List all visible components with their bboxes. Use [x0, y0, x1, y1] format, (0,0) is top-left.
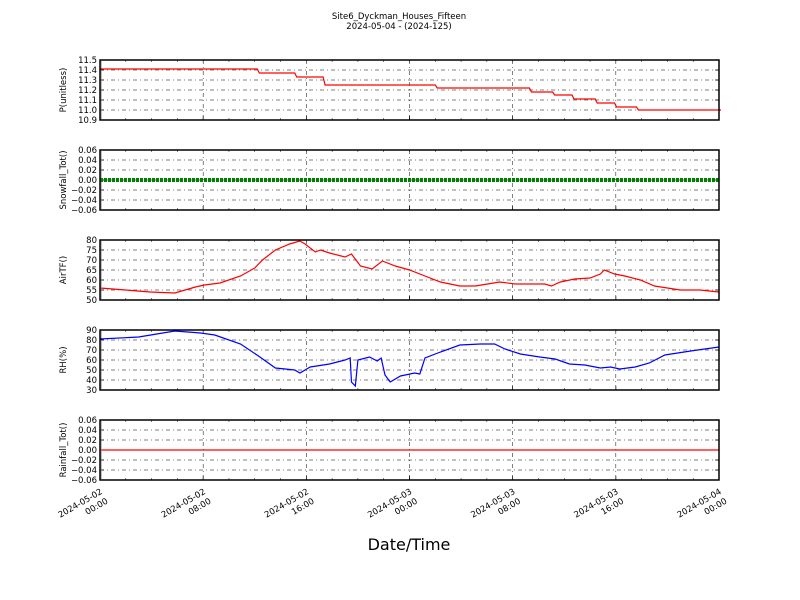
y-tick-label: 0.00 — [78, 446, 97, 456]
y-tick-label: 11.5 — [78, 56, 97, 66]
y-tick-label: 90 — [86, 326, 97, 336]
y-tick-label: 80 — [86, 236, 97, 246]
y-tick-label: 50 — [86, 296, 97, 306]
axes-frame — [99, 419, 720, 481]
y-tick-label: 65 — [86, 266, 97, 276]
y-tick-label: 11.1 — [78, 96, 97, 106]
axes-frame — [99, 329, 720, 391]
y-tick-label: 10.9 — [78, 116, 97, 126]
y-tick-label: 80 — [86, 336, 97, 346]
subplot-punitless: 10.911.011.111.211.311.411.5 P(unitless) — [59, 56, 721, 126]
y-tick-label: 0.04 — [78, 426, 97, 436]
y-tick-label: 70 — [86, 346, 97, 356]
y-axis-label: P(unitless) — [59, 68, 69, 113]
y-axis-label: Snowfall_Tot() — [59, 150, 69, 209]
y-tick-label: −0.06 — [71, 206, 97, 216]
y-tick-label: 30 — [86, 386, 97, 396]
y-tick-label: 55 — [86, 286, 97, 296]
y-tick-label: 0.06 — [78, 146, 97, 156]
axes-frame — [99, 239, 720, 301]
y-axis-label: Rainfall_Tot() — [59, 423, 69, 478]
series-line — [99, 330, 720, 388]
y-tick-label: 60 — [86, 356, 97, 366]
y-tick-label: −0.04 — [71, 466, 97, 476]
y-tick-label: −0.02 — [71, 186, 97, 196]
y-tick-label: −0.02 — [71, 456, 97, 466]
y-tick-label: 11.3 — [78, 76, 97, 86]
chart-title: Site6_Dyckman_Houses_Fifteen — [332, 12, 466, 22]
y-tick-label: 50 — [86, 366, 97, 376]
y-tick-label: 0.02 — [78, 166, 97, 176]
y-tick-label: 11.2 — [78, 86, 97, 96]
y-tick-label: 60 — [86, 276, 97, 286]
y-tick-label: 0.02 — [78, 436, 97, 446]
y-tick-label: −0.04 — [71, 196, 97, 206]
y-tick-label: 0.04 — [78, 156, 97, 166]
y-tick-label: 11.4 — [78, 66, 97, 76]
y-tick-label: 40 — [86, 376, 97, 386]
series-line — [99, 240, 720, 294]
axes-frame — [99, 59, 720, 121]
y-axis-label: RH(%) — [59, 346, 69, 373]
y-tick-label: −0.06 — [71, 476, 97, 486]
axes-frame — [99, 149, 720, 211]
y-tick-label: 11.0 — [78, 106, 97, 116]
y-tick-label: 0.00 — [78, 176, 97, 186]
y-axis-label: AirTF() — [59, 256, 69, 284]
y-tick-label: 0.06 — [78, 416, 97, 426]
subplot-snowfalltot: −0.06−0.04−0.020.000.020.040.06 Snowfall_… — [59, 146, 720, 216]
subplot-rainfalltot: −0.06−0.04−0.020.000.020.040.06 Rainfall_… — [59, 416, 720, 486]
y-tick-label: 70 — [86, 256, 97, 266]
chart-subtitle: 2024-05-04 - (2024-125) — [346, 22, 451, 32]
y-tick-label: 75 — [86, 246, 97, 256]
series-line — [100, 68, 721, 111]
x-axis-label: Date/Time — [368, 535, 451, 554]
